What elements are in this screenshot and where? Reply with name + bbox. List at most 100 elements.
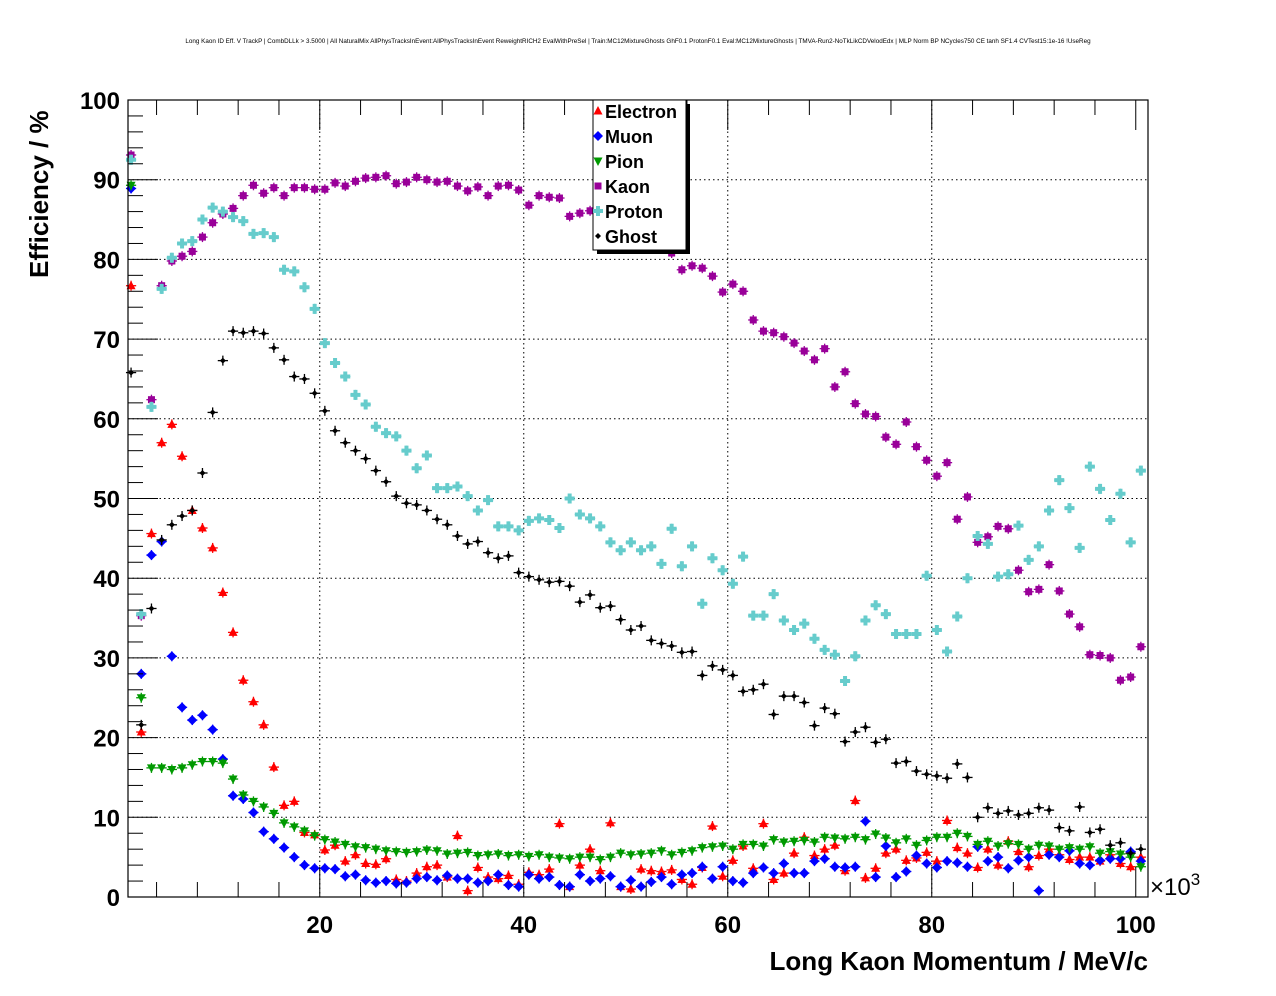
data-point xyxy=(1086,651,1094,659)
legend-label: Kaon xyxy=(605,177,650,197)
data-point xyxy=(667,851,677,860)
data-point xyxy=(831,383,839,391)
data-point xyxy=(973,840,983,850)
data-point xyxy=(1064,503,1075,514)
data-point xyxy=(575,853,585,863)
data-point xyxy=(391,878,402,889)
data-point xyxy=(768,589,779,600)
data-point xyxy=(218,759,228,769)
data-point xyxy=(187,761,197,770)
y-tick-label: 100 xyxy=(80,88,120,115)
data-point xyxy=(809,850,819,860)
series-muon xyxy=(125,183,1146,896)
data-point xyxy=(799,618,810,629)
data-point xyxy=(321,407,328,414)
data-point xyxy=(952,829,962,839)
legend-label: Electron xyxy=(605,102,677,122)
data-point xyxy=(656,847,666,856)
data-point xyxy=(413,173,421,181)
data-point xyxy=(829,861,840,872)
data-point xyxy=(901,866,912,877)
data-point xyxy=(228,775,238,785)
data-point xyxy=(535,192,543,200)
data-point xyxy=(687,541,698,552)
data-point xyxy=(268,833,279,844)
data-point xyxy=(748,863,758,872)
data-point xyxy=(585,844,595,853)
data-point xyxy=(809,633,820,644)
series-pion xyxy=(125,180,1146,872)
data-point xyxy=(697,844,707,853)
data-point xyxy=(309,863,320,874)
data-point xyxy=(729,672,736,679)
data-point xyxy=(340,840,350,850)
data-point xyxy=(544,872,555,883)
data-point xyxy=(289,852,300,863)
data-point xyxy=(880,609,891,620)
data-point xyxy=(290,184,298,192)
data-point xyxy=(1066,827,1073,834)
chart-title: Long Kaon ID Eff. V TrackP | CombDLLk > … xyxy=(185,38,1091,45)
data-point xyxy=(452,481,463,492)
data-point xyxy=(126,154,137,165)
legend-item-kaon: Kaon xyxy=(594,177,650,197)
legend-marker xyxy=(593,206,603,216)
data-point xyxy=(922,847,932,856)
data-point xyxy=(1095,849,1105,859)
data-point xyxy=(421,872,432,883)
data-point xyxy=(605,537,616,548)
data-point xyxy=(370,421,381,432)
data-point xyxy=(177,238,188,249)
data-point xyxy=(187,715,198,726)
data-point xyxy=(432,875,443,886)
x-tick-label: 20 xyxy=(306,912,333,939)
data-point xyxy=(585,853,595,863)
data-point xyxy=(391,431,402,442)
legend-label: Ghost xyxy=(605,227,657,247)
data-point xyxy=(911,841,921,851)
data-point xyxy=(748,610,759,621)
data-point xyxy=(260,189,268,197)
data-point xyxy=(279,800,289,809)
data-point xyxy=(464,187,472,195)
data-point xyxy=(1125,537,1136,548)
data-point xyxy=(1085,843,1095,852)
data-point xyxy=(146,550,157,561)
data-point xyxy=(1064,844,1074,853)
data-point xyxy=(525,573,532,580)
data-point xyxy=(850,651,861,662)
y-tick-label: 30 xyxy=(93,646,120,673)
data-point xyxy=(769,836,779,845)
data-point xyxy=(228,627,238,636)
data-point xyxy=(1035,585,1043,593)
data-point xyxy=(983,837,993,847)
data-point xyxy=(678,649,685,656)
data-point xyxy=(717,565,728,576)
data-point xyxy=(217,206,228,217)
data-point xyxy=(258,826,269,837)
data-point xyxy=(126,280,136,290)
data-point xyxy=(615,545,626,556)
data-point xyxy=(442,870,453,881)
data-point xyxy=(677,848,687,858)
data-point xyxy=(942,856,953,867)
data-point xyxy=(493,869,504,880)
data-point xyxy=(728,855,738,864)
data-point xyxy=(178,252,186,260)
data-point xyxy=(891,628,902,639)
data-point xyxy=(463,885,473,895)
data-point xyxy=(1003,569,1014,580)
data-point xyxy=(717,861,728,872)
data-point xyxy=(167,765,177,775)
data-point xyxy=(422,846,432,855)
legend-marker xyxy=(595,233,601,239)
legend-item-electron: Electron xyxy=(593,102,677,122)
data-point xyxy=(648,637,655,644)
data-point xyxy=(472,877,483,888)
legend-marker xyxy=(593,157,603,166)
data-point xyxy=(851,400,859,408)
data-point xyxy=(942,833,952,843)
legend-label: Pion xyxy=(605,152,644,172)
data-point xyxy=(993,842,1003,851)
